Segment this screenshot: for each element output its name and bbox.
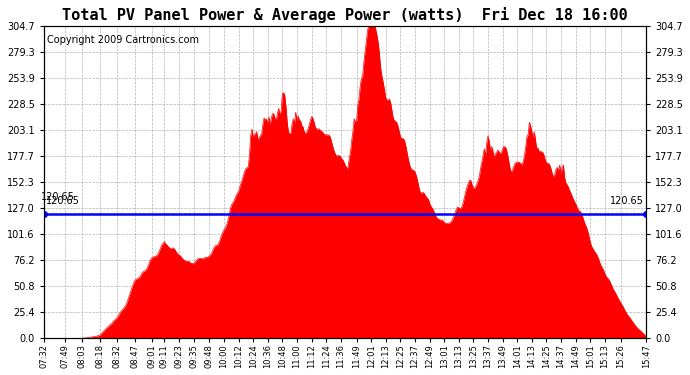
Text: Copyright 2009 Cartronics.com: Copyright 2009 Cartronics.com (47, 35, 199, 45)
Text: 120.65: 120.65 (610, 196, 644, 206)
Text: 120.65: 120.65 (41, 192, 75, 202)
Title: Total PV Panel Power & Average Power (watts)  Fri Dec 18 16:00: Total PV Panel Power & Average Power (wa… (62, 7, 628, 23)
Text: 120.65: 120.65 (46, 196, 80, 206)
